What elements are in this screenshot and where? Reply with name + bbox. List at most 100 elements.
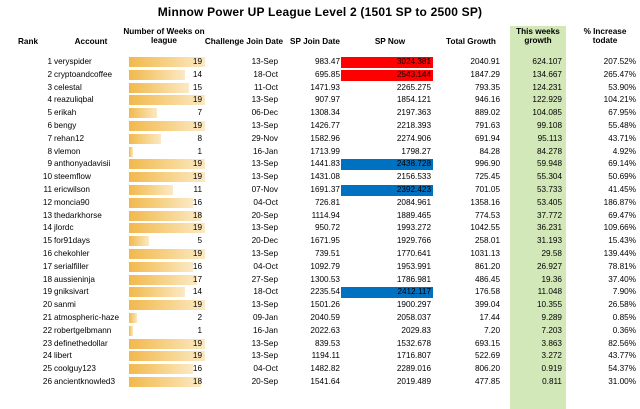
weeks-data-bar: [129, 248, 205, 259]
account-cell: veryspider: [54, 57, 92, 66]
weeks-cell: 19: [129, 158, 205, 170]
percent-increase-cell: 104.21%: [603, 95, 636, 105]
total-growth-cell: 1042.55: [470, 223, 500, 233]
account-cell: gniksivart: [54, 287, 89, 297]
table-row: 16 chekohler 19 13-Sep 739.51 1770.641 1031.13…: [0, 248, 640, 261]
weeks-cell: 19: [129, 350, 205, 362]
challenge-join-cell: 07-Nov: [251, 184, 278, 194]
this-week-growth-cell: 104.085: [532, 108, 562, 118]
sp-join-cell: 2040.59: [310, 312, 340, 322]
total-growth-cell: 806.20: [474, 364, 500, 374]
sp-now-value: 1953.991: [396, 261, 431, 271]
weeks-data-bar: [129, 108, 157, 119]
this-week-growth-cell: 59.948: [536, 159, 562, 169]
sp-now-highlight: [341, 287, 433, 299]
rank-cell: 17: [42, 261, 52, 271]
account-cell: reazuliqbal: [54, 95, 94, 105]
header-sp-now: SP Now: [374, 36, 406, 46]
percent-increase-cell: 69.14%: [608, 159, 636, 169]
total-growth-cell: 486.45: [474, 274, 500, 284]
total-growth-cell: 1358.16: [470, 197, 500, 207]
this-week-growth-cell: 37.772: [536, 210, 562, 220]
table-row: 21 atmospheric-haze 2 09-Jan 2040.59 2058.037…: [0, 312, 640, 325]
percent-increase-cell: 82.56%: [608, 338, 636, 348]
challenge-join-cell: 29-Nov: [251, 133, 278, 143]
sp-join-cell: 1482.82: [310, 364, 340, 374]
percent-increase-cell: 37.40%: [608, 274, 636, 284]
weeks-value: 19: [192, 300, 202, 310]
weeks-cell: 2: [129, 312, 205, 324]
sp-join-cell: 1426.77: [310, 120, 340, 130]
percent-increase-cell: 15.43%: [608, 236, 636, 246]
table-row: 17 serialfiller 16 04-Oct 1092.79 1953.991 861…: [0, 261, 640, 274]
weeks-data-bar: [129, 184, 173, 195]
account-cell: ericwilson: [54, 184, 90, 194]
weeks-cell: 19: [129, 120, 205, 132]
table-row: 6 bengy 19 13-Sep 1426.77 2218.393 791.63 99.10…: [0, 120, 640, 133]
sp-join-cell: 1114.94: [311, 210, 340, 220]
table-row: 1 veryspider 19 13-Sep 983.47 3024.381 2040.91…: [0, 56, 640, 69]
sp-join-cell: 1671.95: [310, 236, 340, 246]
sp-now-value: 2029.83: [401, 325, 431, 335]
challenge-join-cell: 13-Sep: [251, 172, 278, 182]
account-cell: erikah: [54, 108, 77, 118]
account-cell: atmospheric-haze: [54, 312, 120, 322]
weeks-cell: 1: [129, 146, 205, 158]
weeks-cell: 18: [129, 376, 205, 388]
percent-increase-cell: 265.47%: [603, 69, 636, 79]
challenge-join-cell: 13-Sep: [251, 95, 278, 105]
weeks-value: 14: [192, 287, 202, 297]
weeks-data-bar: [129, 236, 149, 247]
sp-now-value: 2156.533: [396, 172, 431, 182]
this-week-growth-cell: 55.304: [536, 172, 562, 182]
weeks-data-bar: [129, 82, 189, 93]
this-week-growth-cell: 95.113: [537, 133, 562, 143]
challenge-join-cell: 20-Sep: [251, 210, 278, 220]
this-week-growth-cell: 31.193: [536, 236, 562, 246]
weeks-data-bar: [129, 338, 205, 349]
sp-now-value: 2197.363: [396, 108, 431, 118]
this-week-growth-cell: 36.231: [536, 223, 562, 233]
table-row: 3 celestal 15 11-Oct 1471.93 2265.275 793.35 12…: [0, 82, 640, 95]
account-cell: libert: [54, 351, 72, 361]
weeks-cell: 7: [129, 107, 205, 119]
weeks-cell: 14: [129, 286, 205, 298]
sp-join-cell: 1713.99: [310, 146, 340, 156]
table-row: 22 robertgelbmann 1 16-Jan 2022.63 2029.83 7.2…: [0, 325, 640, 338]
account-cell: sanmi: [54, 300, 76, 310]
rank-cell: 14: [42, 223, 52, 233]
total-growth-cell: 2040.91: [470, 57, 500, 66]
sp-now-value: 2274.906: [396, 133, 431, 143]
header-total-growth: Total Growth: [446, 36, 496, 46]
this-week-growth-cell: 99.108: [536, 120, 562, 130]
table-row: 13 thedarkhorse 18 20-Sep 1114.94 1889.465 774…: [0, 210, 640, 223]
table-row: 18 aussieninja 17 27-Sep 1300.53 1786.981 486.…: [0, 274, 640, 287]
sp-now-value: 1929.766: [396, 236, 431, 246]
sp-now-value: 2412.117: [397, 287, 431, 297]
rank-cell: 6: [47, 120, 52, 130]
challenge-join-cell: 06-Dec: [251, 108, 278, 118]
rank-cell: 8: [47, 146, 52, 156]
challenge-join-cell: 13-Sep: [251, 159, 278, 169]
header-this-week: This weeks growth: [516, 27, 560, 45]
total-growth-cell: 522.69: [474, 351, 500, 361]
rank-cell: 10: [42, 172, 52, 182]
total-growth-cell: 399.04: [474, 300, 500, 310]
weeks-cell: 19: [129, 222, 205, 234]
weeks-data-bar: [129, 172, 205, 183]
sp-now-value: 2218.393: [396, 120, 431, 130]
this-week-growth-cell: 134.667: [532, 69, 562, 79]
total-growth-cell: 701.05: [474, 184, 500, 194]
weeks-data-bar: [129, 287, 185, 298]
sp-now-highlight: [341, 159, 433, 171]
table-row: 10 steemflow 19 13-Sep 1431.08 2156.533 725.45…: [0, 171, 640, 184]
total-growth-cell: 84.28: [479, 146, 501, 156]
weeks-value: 16: [192, 197, 202, 207]
this-week-growth-cell: 0.811: [542, 376, 562, 386]
sp-join-cell: 983.47: [314, 57, 340, 66]
account-cell: jlordc: [54, 223, 74, 233]
sp-now-value: 2265.275: [396, 82, 431, 92]
table-row: 2 cryptoandcoffee 14 18-Oct 695.85 2543.144 18…: [0, 69, 640, 82]
challenge-join-cell: 13-Sep: [251, 57, 278, 66]
total-growth-cell: 889.02: [474, 108, 500, 118]
